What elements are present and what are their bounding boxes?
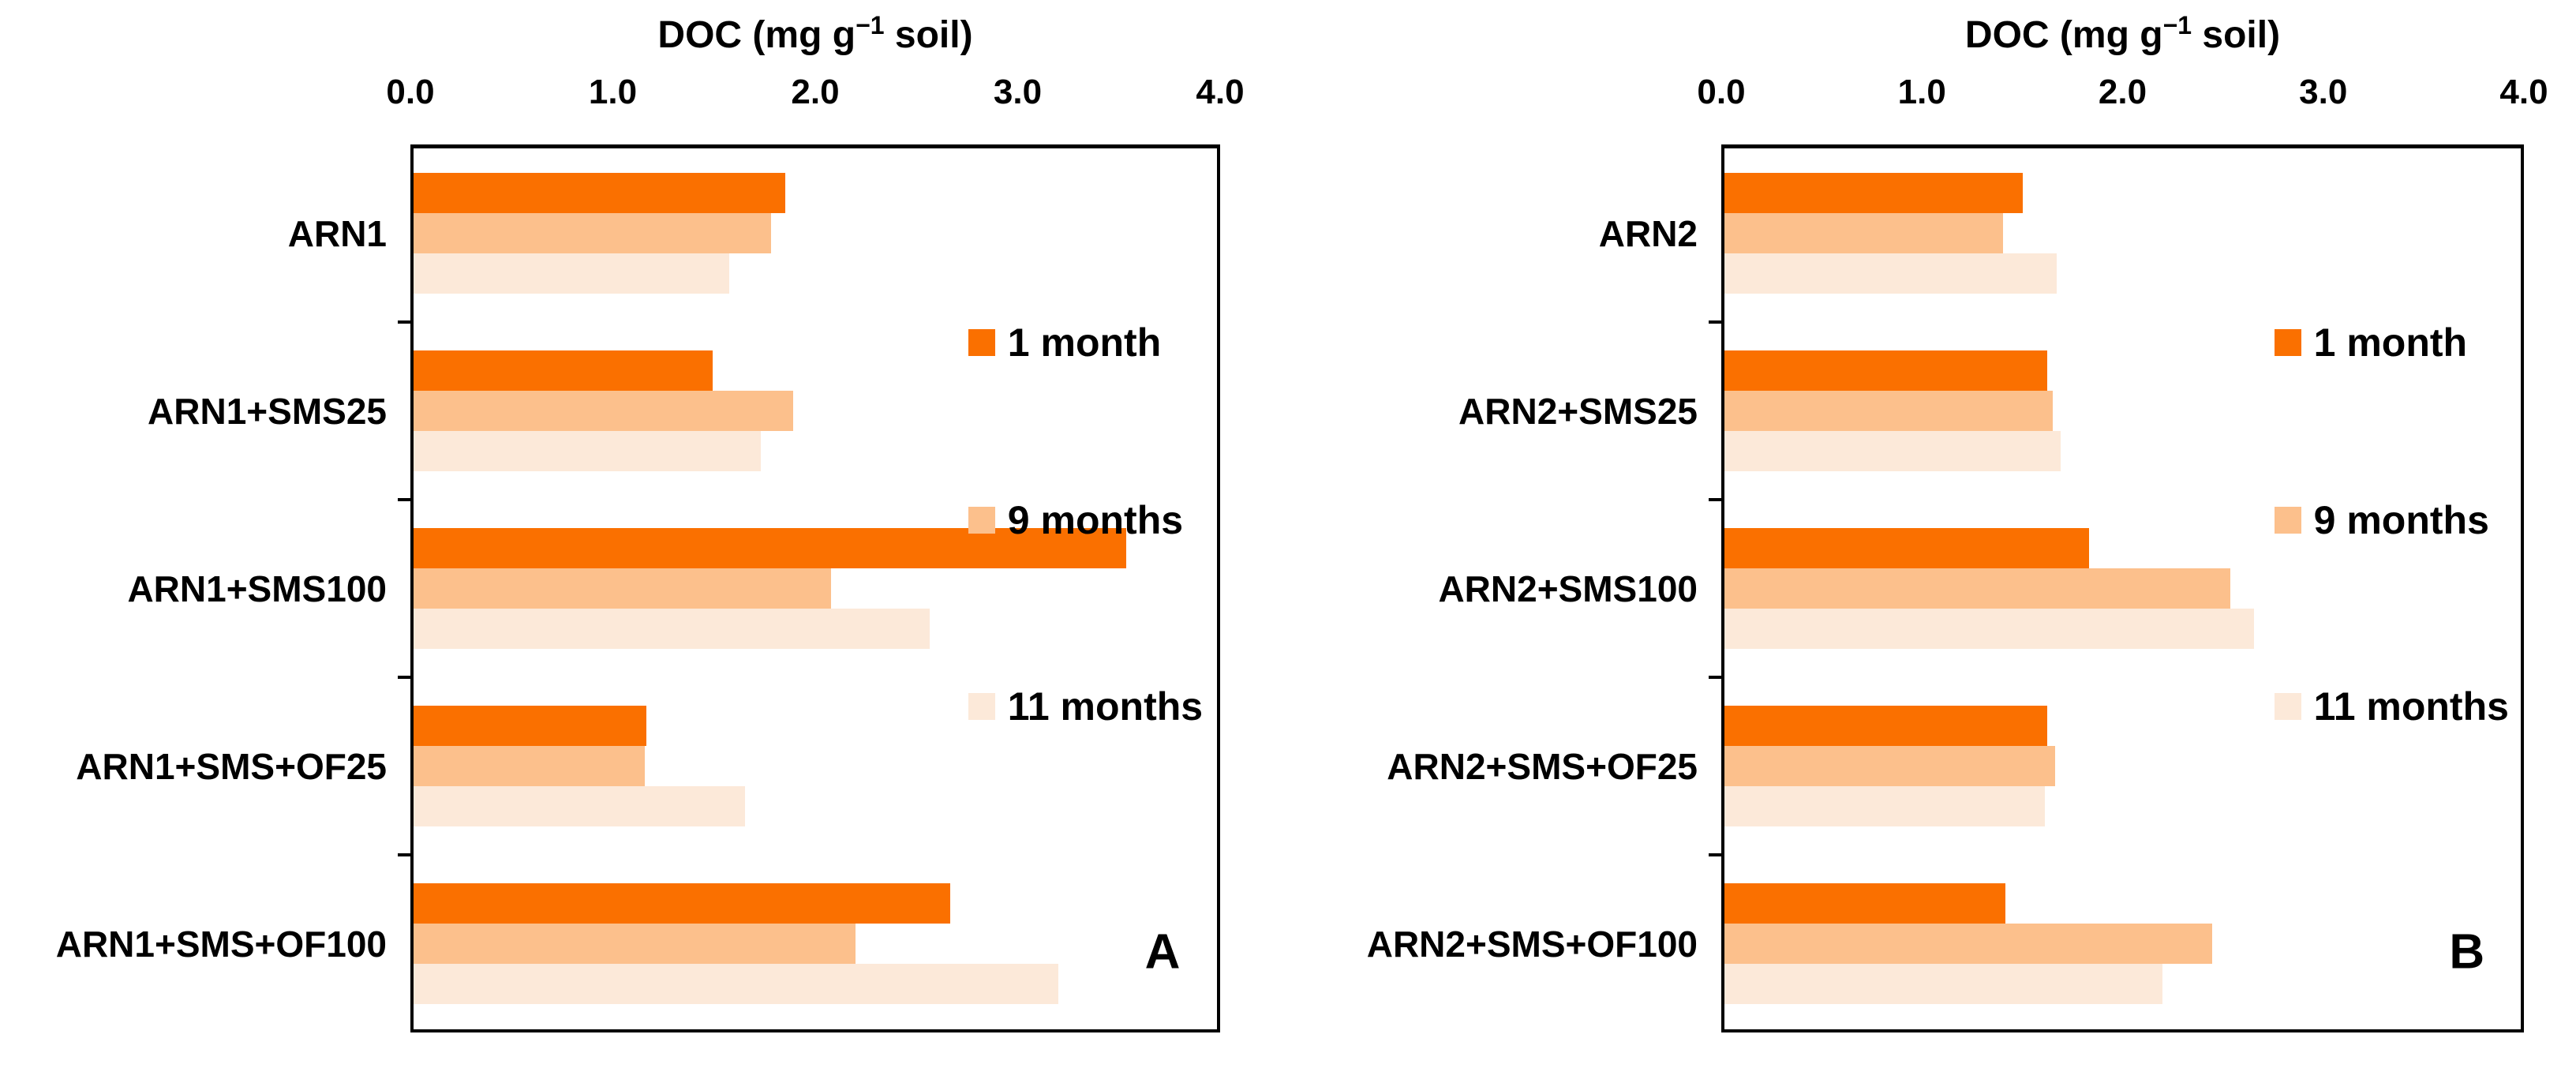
category-axis-tick [1709, 676, 1721, 679]
legend-swatch-11-months [968, 693, 995, 721]
category-label-ARN2+SMS100: ARN2+SMS100 [1438, 568, 1698, 609]
legend-item-11-months: 11 months [968, 684, 1203, 729]
bar-ARN2+SMS+OF100-9-months [1724, 924, 2212, 964]
bar-ARN1+SMS+OF100-11-months [414, 964, 1058, 1004]
axis-title-superscript: −1 [2162, 11, 2192, 39]
category-label-ARN2: ARN2 [1598, 212, 1698, 254]
x-tick-label-4.0-panel-B: 4.0 [2499, 73, 2548, 111]
bar-ARN1+SMS100-11-months [414, 609, 930, 649]
bar-ARN2+SMS100-1-month [1724, 528, 2089, 568]
category-label-ARN1+SMS25: ARN1+SMS25 [148, 390, 387, 432]
legend-swatch-1-month [2274, 328, 2301, 356]
x-tick-label-0.0-panel-B: 0.0 [1697, 73, 1746, 111]
legend-item-9-months: 9 months [968, 497, 1183, 543]
category-axis-tick [398, 853, 410, 856]
bar-ARN1+SMS+OF25-1-month [414, 706, 646, 746]
bar-ARN2+SMS100-9-months [1724, 568, 2230, 609]
category-axis-tick [398, 320, 410, 324]
legend-item-11-months: 11 months [2274, 684, 2509, 729]
bar-ARN1-11-months [414, 253, 729, 294]
x-tick-label-4.0-panel-A: 4.0 [1196, 73, 1245, 111]
legend-label-1-month: 1 month [2313, 320, 2468, 365]
legend-swatch-9-months [2274, 506, 2301, 534]
x-axis-title-panel-B: DOC (mg g−1 soil) [1965, 11, 2280, 57]
bar-ARN1-1-month [414, 173, 785, 213]
bar-ARN1+SMS25-1-month [414, 350, 713, 391]
category-label-ARN1+SMS+OF25: ARN1+SMS+OF25 [76, 745, 387, 787]
axis-title-suffix: soil) [2192, 14, 2281, 56]
category-axis-tick [1709, 320, 1721, 324]
category-axis-tick [398, 498, 410, 501]
legend-label-9-months: 9 months [2313, 497, 2489, 542]
legend-item-9-months: 9 months [2274, 497, 2489, 543]
bar-ARN2-11-months [1724, 253, 2057, 294]
bar-ARN2+SMS25-9-months [1724, 391, 2053, 431]
legend-label-1-month: 1 month [1007, 320, 1162, 365]
legend-item-1-month: 1 month [968, 320, 1161, 365]
x-tick-label-1.0-panel-B: 1.0 [1897, 73, 1946, 111]
category-label-ARN1: ARN1 [287, 212, 387, 254]
axis-title-prefix: DOC (mg g [657, 14, 856, 56]
x-tick-label-1.0-panel-A: 1.0 [588, 73, 638, 111]
bar-ARN1+SMS+OF25-9-months [414, 746, 645, 786]
bar-ARN1+SMS+OF25-11-months [414, 786, 745, 826]
legend-item-1-month: 1 month [2274, 320, 2468, 365]
category-label-ARN2+SMS+OF100: ARN2+SMS+OF100 [1366, 923, 1698, 965]
bar-ARN2+SMS+OF100-1-month [1724, 883, 2005, 924]
category-axis-tick [398, 676, 410, 679]
bar-ARN2+SMS100-11-months [1724, 609, 2254, 649]
legend-swatch-9-months [968, 506, 995, 534]
x-axis-title-panel-A: DOC (mg g−1 soil) [657, 11, 972, 57]
bar-ARN2+SMS25-11-months [1724, 431, 2061, 471]
category-axis-tick [1709, 498, 1721, 501]
bar-ARN2+SMS+OF100-11-months [1724, 964, 2162, 1004]
bar-ARN2-1-month [1724, 173, 2023, 213]
x-tick-label-3.0-panel-B: 3.0 [2299, 73, 2348, 111]
bar-ARN1+SMS25-11-months [414, 431, 761, 471]
bar-ARN2+SMS+OF25-9-months [1724, 746, 2055, 786]
legend-label-11-months: 11 months [1007, 684, 1204, 729]
bar-ARN2-9-months [1724, 213, 2003, 253]
category-label-ARN1+SMS+OF100: ARN1+SMS+OF100 [55, 923, 387, 965]
legend-label-9-months: 9 months [1007, 497, 1184, 542]
bar-ARN1+SMS25-9-months [414, 391, 793, 431]
axis-title-superscript: −1 [856, 11, 885, 39]
panel-letter-B: B [2449, 924, 2485, 980]
bar-ARN1+SMS100-1-month [414, 528, 1126, 568]
plot-area-panel-B: 1 month 9 months 11 months B [1721, 144, 2524, 1032]
axis-title-prefix: DOC (mg g [1964, 14, 2163, 56]
x-tick-label-3.0-panel-A: 3.0 [993, 73, 1043, 111]
bar-ARN1+SMS+OF100-1-month [414, 883, 950, 924]
bar-ARN1+SMS100-9-months [414, 568, 831, 609]
legend-swatch-1-month [968, 328, 995, 356]
panel-letter-A: A [1144, 924, 1181, 980]
category-label-ARN2+SMS+OF25: ARN2+SMS+OF25 [1387, 745, 1698, 787]
legend-swatch-11-months [2274, 693, 2301, 721]
category-label-ARN2+SMS25: ARN2+SMS25 [1458, 390, 1698, 432]
bar-ARN1+SMS+OF100-9-months [414, 924, 856, 964]
plot-area-panel-A: 1 month 9 months 11 months A [410, 144, 1220, 1032]
x-tick-label-0.0-panel-A: 0.0 [386, 73, 435, 111]
x-tick-label-2.0-panel-A: 2.0 [791, 73, 840, 111]
category-axis-tick [1709, 853, 1721, 856]
bar-ARN2+SMS+OF25-11-months [1724, 786, 2045, 826]
axis-title-suffix: soil) [884, 14, 973, 56]
bar-ARN1-9-months [414, 213, 771, 253]
x-tick-label-2.0-panel-B: 2.0 [2098, 73, 2147, 111]
category-label-ARN1+SMS100: ARN1+SMS100 [127, 568, 387, 609]
bar-ARN2+SMS25-1-month [1724, 350, 2047, 391]
legend-label-11-months: 11 months [2313, 684, 2509, 729]
bar-ARN2+SMS+OF25-1-month [1724, 706, 2047, 746]
